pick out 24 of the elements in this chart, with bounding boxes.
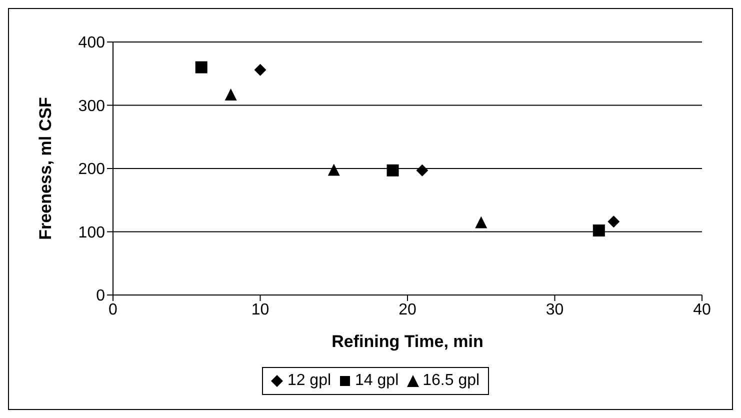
- point: [254, 64, 266, 76]
- legend-label: 12 gpl: [286, 372, 332, 390]
- y-tick-label: 200: [78, 161, 106, 178]
- x-tick-label: 30: [546, 301, 564, 318]
- legend-label: 16.5 gpl: [422, 372, 480, 390]
- point: [224, 88, 237, 100]
- point: [475, 216, 488, 228]
- y-tick-label: 300: [78, 98, 106, 115]
- y-tick-label: 0: [96, 288, 106, 305]
- y-tick-label: 100: [78, 224, 106, 242]
- point: [386, 164, 399, 176]
- x-axis-title: Refining Time, min: [332, 332, 484, 351]
- point: [328, 164, 340, 176]
- x-tick-label: 40: [693, 301, 711, 318]
- y-axis-title: Freeness, ml CSF: [36, 97, 56, 240]
- point: [195, 61, 208, 74]
- point: [592, 224, 605, 236]
- y-tick-label: 400: [78, 34, 106, 52]
- x-tick-label: 20: [398, 301, 416, 318]
- legend-label: 14 gpl: [354, 372, 399, 390]
- point: [416, 164, 428, 176]
- point: [608, 216, 620, 228]
- x-tick-label: 0: [108, 301, 118, 318]
- x-tick-label: 10: [251, 301, 270, 318]
